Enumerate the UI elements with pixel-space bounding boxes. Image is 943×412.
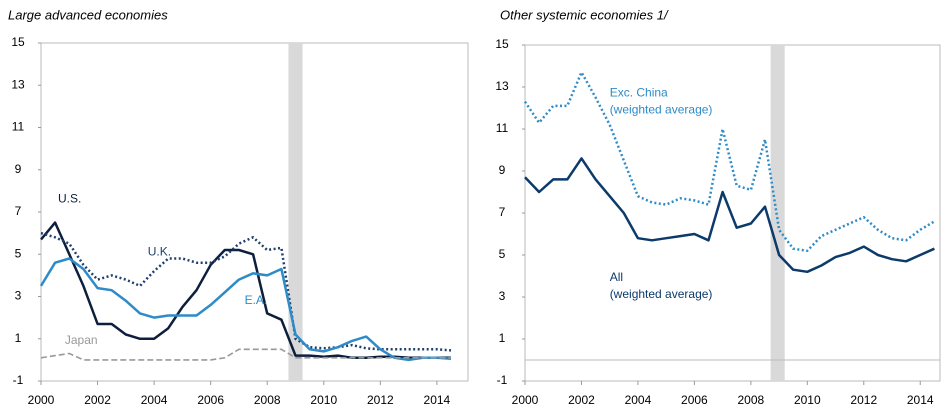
series-label: U.S.	[58, 191, 81, 205]
series-line	[40, 231, 452, 352]
y-tick-label: 5	[499, 247, 506, 261]
y-tick-label: -1	[497, 373, 508, 387]
y-tick-label: 13	[11, 77, 25, 91]
x-tick-label: 2000	[28, 393, 55, 407]
y-tick-label: 3	[15, 289, 22, 303]
y-tick-label: 3	[499, 289, 506, 303]
x-tick-label: 2010	[310, 393, 337, 407]
plot-frame	[40, 42, 469, 382]
x-tick-label: 2008	[737, 393, 764, 407]
y-tick-label: 1	[15, 331, 22, 345]
series-label: Japan	[65, 333, 98, 347]
series-label: U.K.	[148, 244, 171, 258]
chart-title: Other systemic economies 1/	[500, 7, 669, 22]
series-label-line: Exc. China	[610, 85, 668, 99]
x-tick-label: 2006	[681, 393, 708, 407]
series-line	[40, 348, 451, 361]
y-tick-label: 7	[15, 204, 22, 218]
x-tick-label: 2004	[625, 393, 652, 407]
x-tick-label: 2002	[568, 393, 595, 407]
y-tick-label: 7	[499, 205, 506, 219]
x-tick-label: 2012	[850, 393, 877, 407]
x-tick-label: 2000	[512, 393, 539, 407]
shaded-period	[288, 43, 303, 381]
series-label-line: All	[610, 270, 623, 284]
plot-frame	[524, 44, 941, 382]
x-tick-label: 2004	[141, 393, 168, 407]
y-tick-label: -1	[13, 373, 24, 387]
x-tick-label: 2012	[367, 393, 394, 407]
series-line	[40, 221, 451, 360]
series-line	[524, 157, 935, 274]
series-label-line: (weighted average)	[610, 102, 713, 116]
chart-title: Large advanced economies	[8, 7, 168, 22]
y-tick-label: 13	[495, 79, 509, 93]
y-tick-label: 11	[496, 121, 509, 135]
x-tick-label: 2014	[424, 393, 451, 407]
series-label: Exc. China (weighted average)	[610, 85, 713, 116]
x-tick-label: 2014	[907, 393, 934, 407]
series-label-line: (weighted average)	[610, 287, 713, 301]
y-tick-label: 5	[15, 246, 22, 260]
y-tick-label: 9	[15, 162, 22, 176]
series-line	[39, 257, 452, 362]
y-tick-label: 1	[499, 331, 506, 345]
y-tick-label: 11	[12, 120, 25, 134]
series-label: E.A.	[245, 293, 268, 307]
x-tick-label: 2010	[794, 393, 821, 407]
y-tick-label: 15	[11, 35, 25, 49]
x-tick-label: 2002	[84, 393, 111, 407]
y-tick-label: 15	[495, 37, 509, 51]
series-line	[523, 71, 936, 253]
series-label: All (weighted average)	[610, 270, 713, 301]
x-tick-label: 2006	[197, 393, 224, 407]
y-tick-label: 9	[499, 163, 506, 177]
x-tick-label: 2008	[254, 393, 281, 407]
